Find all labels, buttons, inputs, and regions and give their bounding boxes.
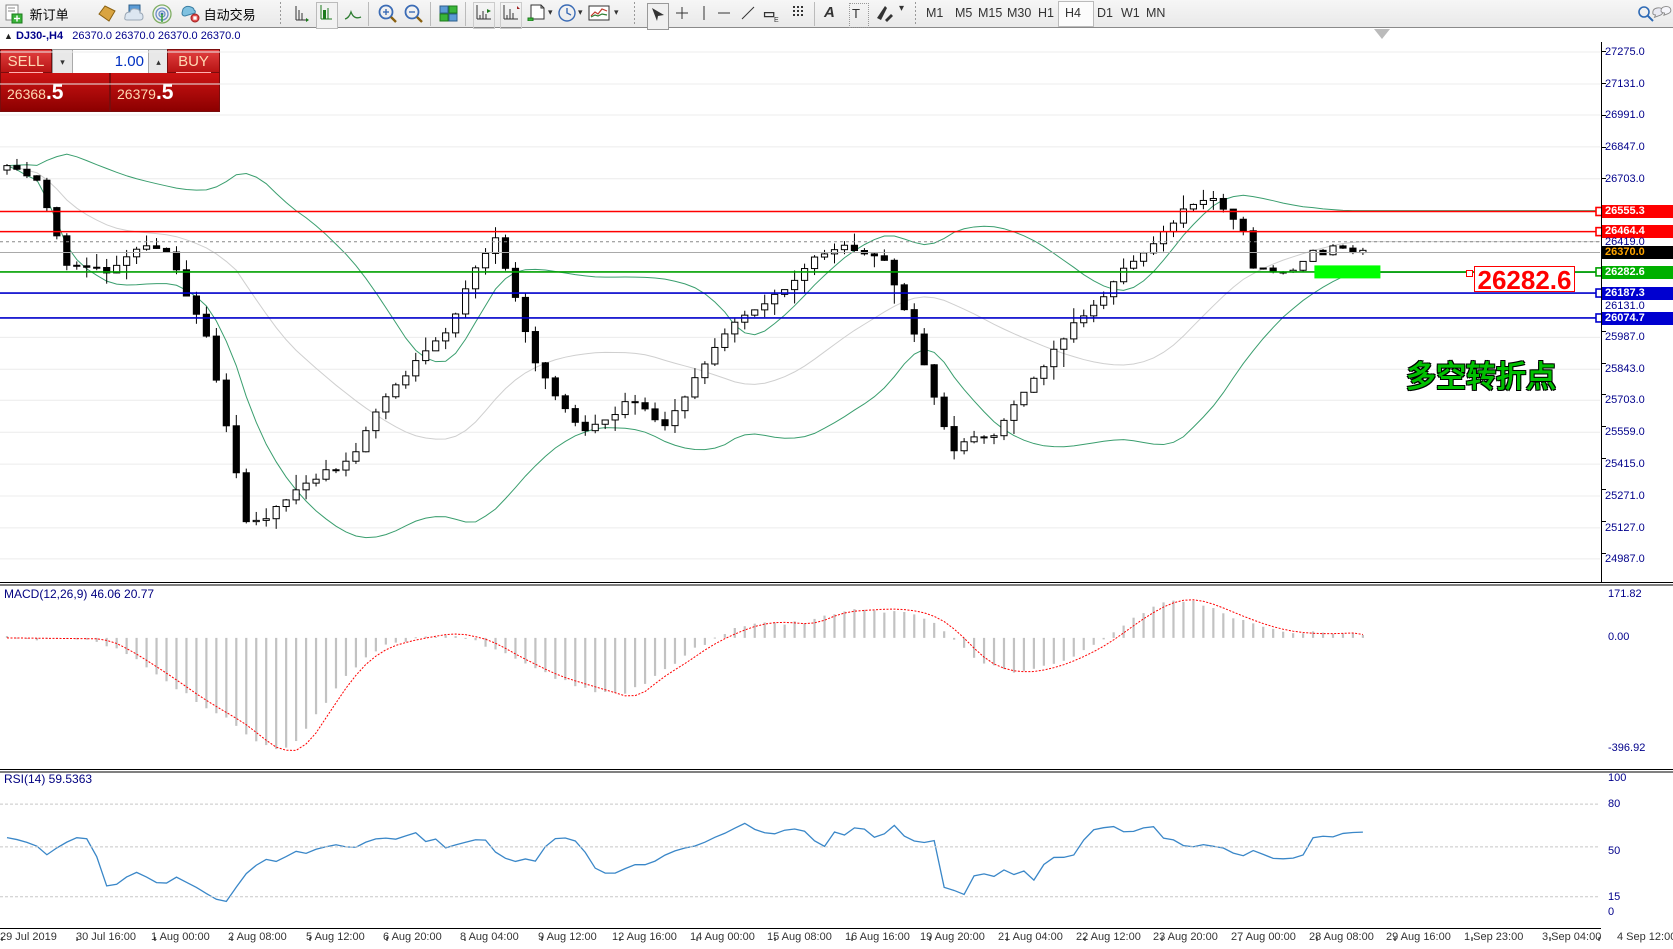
svg-text:E: E: [774, 17, 779, 23]
svg-text:T: T: [852, 6, 860, 21]
